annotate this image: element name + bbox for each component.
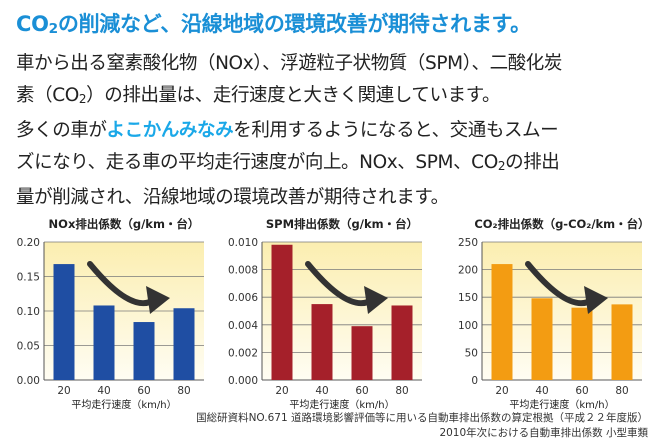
- co2-y-tick-label: 100: [458, 320, 478, 332]
- body-line-4-subscript: 2: [497, 158, 506, 173]
- nox-y-tick-label: 0.05: [17, 341, 40, 353]
- body-line-2a: 素（CO: [16, 85, 79, 106]
- spm-bar-60: [351, 326, 373, 380]
- spm-y-tick-label: 0.000: [228, 375, 258, 387]
- nox-trend-arrow-head: [146, 286, 170, 314]
- spm-y-tick-label: 0.002: [228, 347, 258, 359]
- co2-x-tick-label: 20: [495, 385, 508, 397]
- spm-chart-title: SPM排出係数（g/km・台）: [266, 217, 418, 231]
- co2-chart-title: CO₂排出係数（g-CO₂/km・台）: [474, 217, 649, 231]
- nox-y-tick-label: 0.15: [17, 272, 40, 284]
- nox-x-tick-label: 40: [97, 385, 110, 397]
- spm-x-axis-label: 平均走行速度（km/h）: [289, 398, 394, 411]
- co2-trend-arrow: [525, 261, 608, 314]
- nox-x-tick-label: 60: [137, 385, 150, 397]
- body-line-4a: ズになり、走る車の平均走行速度が向上。NOx、SPM、CO: [16, 151, 498, 173]
- nox-chart: NOx排出係数（g/km・台） 0.00 0.05 0.10 0.15 0.20 20 40 6…: [0, 214, 218, 414]
- nox-x-tick-label: 80: [177, 385, 190, 397]
- co2-y-tick-label: 0: [471, 375, 478, 387]
- spm-trend-arrow: [305, 261, 388, 314]
- co2-trend-arrow-shaft: [525, 261, 591, 307]
- headline-co: CO: [16, 12, 49, 36]
- spm-y-tick-label: 0.010: [228, 237, 258, 249]
- nox-y-tick-label: 0.00: [17, 375, 40, 387]
- body-line-4: ズになり、走る車の平均走行速度が向上。NOx、SPM、CO2の排出: [16, 147, 652, 182]
- spm-x-tick-label: 20: [275, 385, 288, 397]
- co2-chart: CO₂排出係数（g-CO₂/km・台） 0 50 100 150 200 250 20 40 60…: [438, 214, 656, 414]
- nox-y-tick-label: 0.10: [17, 306, 40, 318]
- co2-y-tick-label: 250: [458, 237, 478, 249]
- nox-y-tick-label: 0.20: [17, 237, 40, 249]
- co2-bar-80: [611, 304, 633, 380]
- nox-x-tick-label: 20: [57, 385, 70, 397]
- co2-y-tick-label: 200: [458, 265, 478, 277]
- nox-chart-svg: NOx排出係数（g/km・台） 0.00 0.05 0.10 0.15 0.20 20 40 6…: [17, 217, 204, 411]
- co2-x-axis-label: 平均走行速度（km/h）: [509, 398, 614, 411]
- headline-rest: の削減など、沿線地域の環境改善が期待されます。: [57, 12, 531, 36]
- co2-bar-60: [571, 307, 593, 380]
- body-line-2-subscript: 2: [78, 91, 87, 106]
- nox-trend-arrow: [87, 261, 170, 314]
- body-paragraph: 車から出る窒素酸化物（NOx）、浮遊粒子状物質（SPM）、二酸化炭 素（CO2）…: [16, 48, 652, 214]
- spm-chart-svg: SPM排出係数（g/km・台） 0.000 0.002 0.004 0.006 0.008…: [228, 217, 422, 411]
- body-line-2: 素（CO2）の排出量は、走行速度と大きく関連しています。: [16, 80, 652, 115]
- body-line-3: 多くの車がよこかんみなみを利用するようになると、交通もスムー: [16, 115, 652, 147]
- spm-trend-arrow-shaft: [305, 261, 371, 307]
- body-line-2b: ）の排出量は、走行速度と大きく関連しています。: [86, 85, 501, 106]
- nox-bar-20: [53, 264, 75, 380]
- co2-x-tick-label: 40: [535, 385, 548, 397]
- co2-bar-40: [531, 298, 553, 380]
- body-line-5: 量が削減され、沿線地域の環境改善が期待されます。: [16, 186, 449, 208]
- spm-y-tick-label: 0.008: [228, 265, 258, 277]
- nox-bar-80: [173, 308, 195, 380]
- nox-x-axis-label: 平均走行速度（km/h）: [71, 398, 176, 411]
- source-line-1: 国総研資料NO.671 道路環境影響評価等に用いる自動車排出係数の算定根拠（平成…: [196, 412, 648, 424]
- body-line-4b: の排出: [505, 151, 560, 173]
- spm-bar-80: [391, 305, 413, 380]
- spm-x-tick-label: 40: [315, 385, 328, 397]
- headline-subscript: 2: [48, 21, 59, 38]
- co2-x-tick-label: 60: [575, 385, 588, 397]
- body-line-3b: を利用するようになると、交通もスムー: [233, 119, 559, 141]
- source-line-2: 2010年次における自動車排出係数 小型車類: [439, 427, 648, 439]
- nox-bar-40: [93, 305, 115, 380]
- nox-bar-60: [133, 322, 155, 380]
- headline: CO2の削減など、沿線地域の環境改善が期待されます。: [16, 8, 656, 38]
- co2-chart-svg: CO₂排出係数（g-CO₂/km・台） 0 50 100 150 200 250 20 40 60…: [458, 217, 650, 411]
- spm-x-tick-label: 80: [395, 385, 408, 397]
- spm-trend-arrow-head: [364, 286, 388, 314]
- source-note: 国総研資料NO.671 道路環境影響評価等に用いる自動車排出係数の算定根拠（平成…: [196, 411, 648, 441]
- nox-trend-arrow-shaft: [87, 261, 153, 307]
- nox-chart-title: NOx排出係数（g/km・台）: [49, 217, 200, 231]
- spm-y-tick-label: 0.004: [228, 320, 258, 332]
- body-line-3a: 多くの車が: [16, 119, 107, 141]
- spm-y-tick-label: 0.006: [228, 292, 258, 304]
- co2-y-tick-label: 150: [458, 292, 478, 304]
- co2-y-tick-label: 50: [465, 347, 478, 359]
- spm-bar-20: [271, 244, 293, 380]
- spm-bar-40: [311, 304, 333, 380]
- co2-x-tick-label: 80: [615, 385, 628, 397]
- spm-chart: SPM排出係数（g/km・台） 0.000 0.002 0.004 0.006 0.008…: [218, 214, 436, 414]
- co2-bar-20: [491, 264, 513, 380]
- body-line-1: 車から出る窒素酸化物（NOx）、浮遊粒子状物質（SPM）、二酸化炭: [16, 53, 563, 74]
- spm-x-tick-label: 60: [355, 385, 368, 397]
- co2-trend-arrow-head: [584, 286, 608, 314]
- highlight-road-name: よこかんみなみ: [106, 119, 234, 141]
